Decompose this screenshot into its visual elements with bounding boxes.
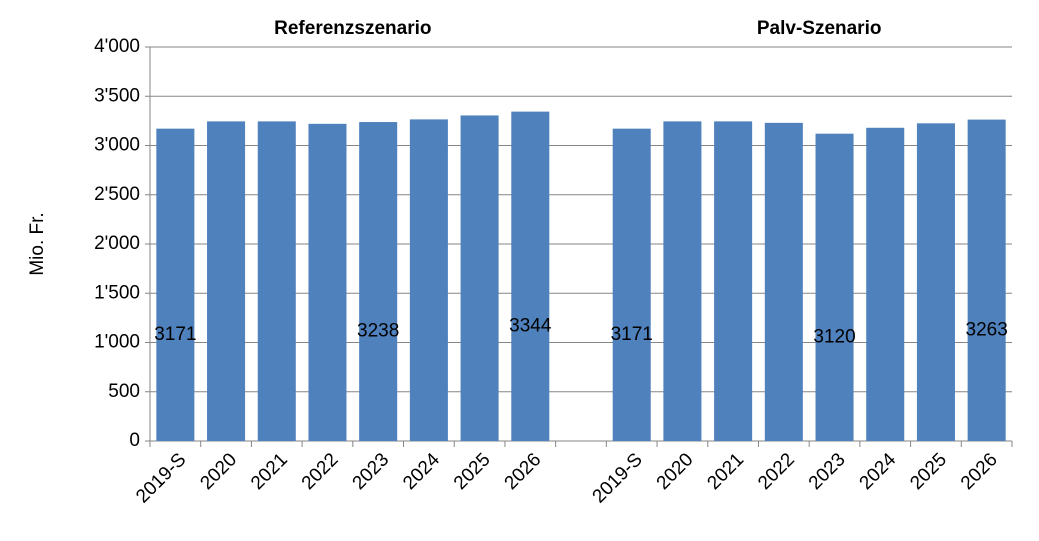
bar [359,122,398,441]
bar [156,128,195,441]
y-tick-label: 3'000 [94,135,140,156]
y-tick-label: 2'500 [94,184,140,205]
y-axis-label: Mio. Fr. [27,212,48,275]
bar [866,127,905,442]
x-tick-label: 2019-S [589,449,647,507]
y-tick-label: 4'000 [94,36,140,57]
data-label: 3171 [154,324,196,345]
bar [257,121,296,442]
x-tick-label: 2021 [247,449,292,494]
annotation: Referenzszenario [274,18,431,39]
y-tick-label: 0 [129,430,140,451]
bar [409,119,448,442]
bar [511,111,550,441]
x-tick-label: 2022 [298,449,343,494]
y-tick-label: 1'000 [94,332,140,353]
y-tick-label: 500 [108,381,140,402]
bar [460,115,499,442]
x-tick-label: 2020 [653,449,698,494]
y-tick-label: 2'000 [94,233,140,254]
bar [308,123,347,441]
bar [663,121,702,442]
annotation: Palv-Szenario [757,18,882,39]
x-tick-label: 2024 [399,449,444,494]
bar [815,133,854,441]
data-label: 3120 [813,326,855,347]
y-tick-label: 3'500 [94,85,140,106]
data-label: 3238 [357,321,399,342]
bar [764,122,803,441]
y-tick-label: 1'500 [94,282,140,303]
x-tick-label: 2022 [754,449,799,494]
data-label: 3171 [611,324,653,345]
x-tick-label: 2026 [501,449,546,494]
data-label: 3263 [966,319,1008,340]
bar [967,119,1006,442]
bar [612,128,651,441]
data-label: 3344 [509,315,552,336]
x-tick-label: 2019-S [132,449,190,507]
x-tick-label: 2023 [349,449,394,494]
x-tick-label: 2025 [450,449,495,494]
bar [714,121,753,442]
x-tick-label: 2024 [856,449,901,494]
x-tick-label: 2021 [703,449,748,494]
x-tick-label: 2023 [805,449,850,494]
x-tick-label: 2026 [957,449,1002,494]
bar [207,121,246,442]
x-tick-label: 2020 [196,449,241,494]
bar [916,123,955,442]
x-tick-label: 2025 [906,449,951,494]
